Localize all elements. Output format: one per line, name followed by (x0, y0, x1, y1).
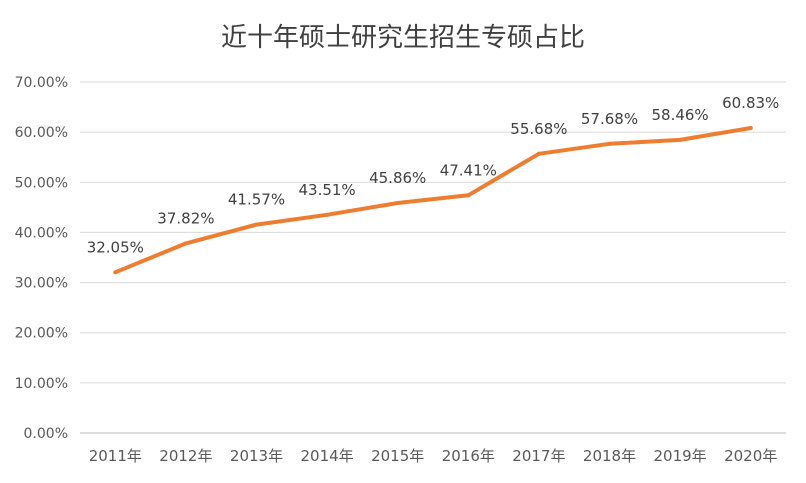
y-tick-label: 20.00% (15, 326, 68, 342)
y-tick-label: 40.00% (15, 225, 68, 241)
data-label: 60.83% (722, 94, 779, 112)
data-point (254, 222, 259, 227)
x-tick-label: 2014年 (301, 447, 354, 465)
x-tick-label: 2020年 (724, 447, 777, 465)
data-point (466, 193, 471, 198)
data-label: 43.51% (298, 181, 355, 199)
data-point (325, 212, 330, 217)
y-tick-label: 0.00% (24, 426, 68, 442)
data-point (536, 151, 541, 156)
data-label: 47.41% (440, 161, 497, 179)
x-tick-label: 2019年 (654, 447, 707, 465)
x-tick-label: 2016年 (442, 447, 495, 465)
x-tick-label: 2015年 (371, 447, 424, 465)
data-point (678, 137, 683, 142)
data-label: 32.05% (87, 238, 144, 256)
series-layer (113, 125, 753, 275)
data-point (113, 270, 118, 275)
y-tick-label: 60.00% (15, 125, 68, 141)
chart-title: 近十年硕士研究生招生专硕占比 (221, 23, 585, 53)
data-point (183, 241, 188, 246)
x-tick-label: 2011年 (89, 447, 142, 465)
data-point (395, 201, 400, 206)
series-line (113, 126, 753, 275)
x-tick-label: 2017年 (512, 447, 565, 465)
x-tick-label: 2018年 (583, 447, 636, 465)
y-tick-label: 30.00% (15, 276, 68, 292)
data-label: 45.86% (369, 169, 426, 187)
data-point (748, 125, 753, 130)
data-label: 55.68% (510, 120, 567, 138)
data-labels: 32.05% 37.82% 41.57% 43.51% 45.86% 47.41% 55.6… (87, 94, 780, 256)
y-tick-label: 70.00% (15, 75, 68, 91)
data-label: 57.68% (581, 110, 638, 128)
y-tick-label: 50.00% (15, 175, 68, 191)
gridlines (80, 81, 786, 434)
data-label: 37.82% (157, 209, 214, 227)
y-axis-ticks: 0.00% 10.00% 20.00% 30.00% 40.00% 50.00% 60.00… (15, 75, 68, 442)
x-tick-label: 2012年 (159, 447, 212, 465)
x-tick-label: 2013年 (230, 447, 283, 465)
y-tick-label: 10.00% (15, 376, 68, 392)
x-axis-ticks: 2011年 2012年 2013年 2014年 2015年 2016年 2017年 2018年… (89, 447, 778, 465)
data-label: 58.46% (651, 106, 708, 124)
data-point (607, 141, 612, 146)
data-label: 41.57% (228, 191, 285, 209)
